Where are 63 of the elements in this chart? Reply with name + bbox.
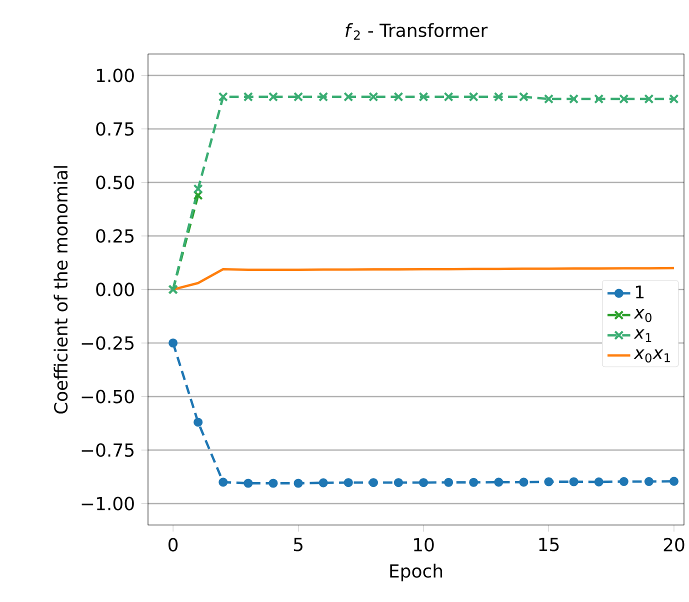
chart-title: f$_{2}$ - Transformer [346,23,488,40]
point [268,478,278,488]
y-tick-label: −0.50 [82,390,134,404]
point [669,94,679,104]
x-tick-label: 5 [294,538,302,552]
point [318,92,328,102]
legend-label: x$_{1}$ [634,329,652,342]
x-axis-title: Epoch [390,564,442,582]
y-axis-title: Coefficient of the monomial [54,166,68,414]
x-tick-label: 10 [414,538,434,552]
point [644,476,654,486]
point [344,92,354,102]
x-tick-label: 0 [168,538,178,552]
point [394,478,404,488]
point [494,478,504,487]
point [568,94,579,104]
point [594,477,604,486]
y-tick-label: 0.75 [96,122,134,136]
point [193,190,203,200]
point [619,476,628,486]
y-tick-label: 0.50 [96,176,134,190]
point [268,92,278,102]
legend-label: 1 [636,286,644,298]
legend-label: x$_{0}$ [634,309,652,322]
y-tick-label: 0.00 [96,282,134,296]
point [468,92,478,102]
y-tick-label: −0.25 [82,336,134,350]
point [294,478,303,488]
y-tick-label: 1.00 [96,68,134,82]
point [318,478,328,488]
y-tick-label: 0.25 [96,229,134,243]
point [519,478,528,487]
point [594,94,604,104]
point [544,94,554,104]
point [418,478,428,488]
point [293,92,304,102]
point [218,478,228,487]
x-tick-label: 20 [664,538,684,552]
point [168,338,178,348]
x-tick-label: 15 [539,538,559,552]
point [394,92,404,102]
point [619,94,629,104]
point [243,92,254,102]
point [218,92,228,102]
y-tick-label: −1.00 [82,496,134,510]
point [444,92,454,102]
point [544,477,554,486]
point [368,92,378,102]
point [669,476,679,486]
point [644,94,654,104]
point [193,184,203,194]
point [194,418,203,427]
y-tick-label: −0.75 [82,443,134,457]
point [518,92,529,102]
point [444,478,454,487]
point [244,478,253,488]
point [344,478,353,488]
point [494,92,504,102]
point [569,477,578,486]
legend-label: x$_{0}$x$_{1}$ [634,349,670,362]
point [368,478,378,488]
point [418,92,428,102]
point [469,478,478,487]
